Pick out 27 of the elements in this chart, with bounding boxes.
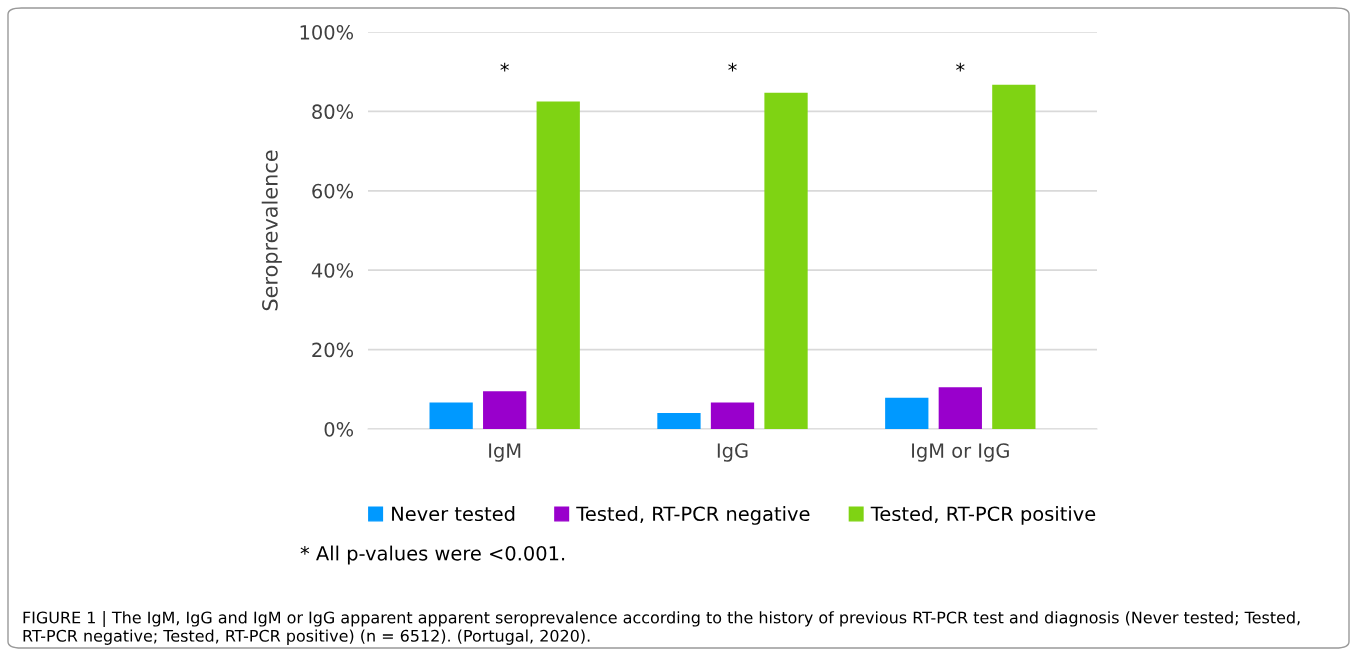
legend-label: Tested, RT-PCR positive <box>870 506 1096 525</box>
bar <box>992 84 1036 429</box>
x-tick-label: IgM or IgG <box>912 443 1009 462</box>
bar <box>764 92 808 429</box>
y-tick-label: 20% <box>312 342 354 358</box>
annotation: * <box>500 62 509 72</box>
y-tick-label: 0% <box>324 421 354 437</box>
text: * All p-values were <0.001. <box>300 545 565 565</box>
y-tick-label: 40% <box>311 263 354 278</box>
annotation: * <box>956 62 965 72</box>
caption: FIGURE 1 | The IgM, IgG and IgM or IgG apparent apparent seroprevalence according to the history of previous RT-PCR test and diagnosis (Never tested; Tested, RT-PCR negative; Tested, RT-PCR positive) (n = 6512). (Portugal, 2020). <box>23 611 1300 645</box>
y-axis-title: Seroprevalence <box>261 150 282 311</box>
legend-label: Never tested <box>392 506 515 522</box>
legend-label: Tested, RT-PCR negative <box>576 506 810 525</box>
y-tick-label: 80% <box>312 104 354 120</box>
x-tick-label: IgM <box>489 443 521 462</box>
bar <box>938 387 982 429</box>
bar <box>429 402 473 429</box>
bar <box>885 397 929 429</box>
y-tick-label: 60% <box>312 183 354 199</box>
x-tick-label: IgG <box>717 443 748 462</box>
bar <box>710 402 755 429</box>
bar <box>657 413 701 429</box>
annotation: * <box>728 62 737 72</box>
bar <box>483 391 527 429</box>
bar <box>536 101 580 429</box>
y-tick-label: 100% <box>300 24 354 40</box>
